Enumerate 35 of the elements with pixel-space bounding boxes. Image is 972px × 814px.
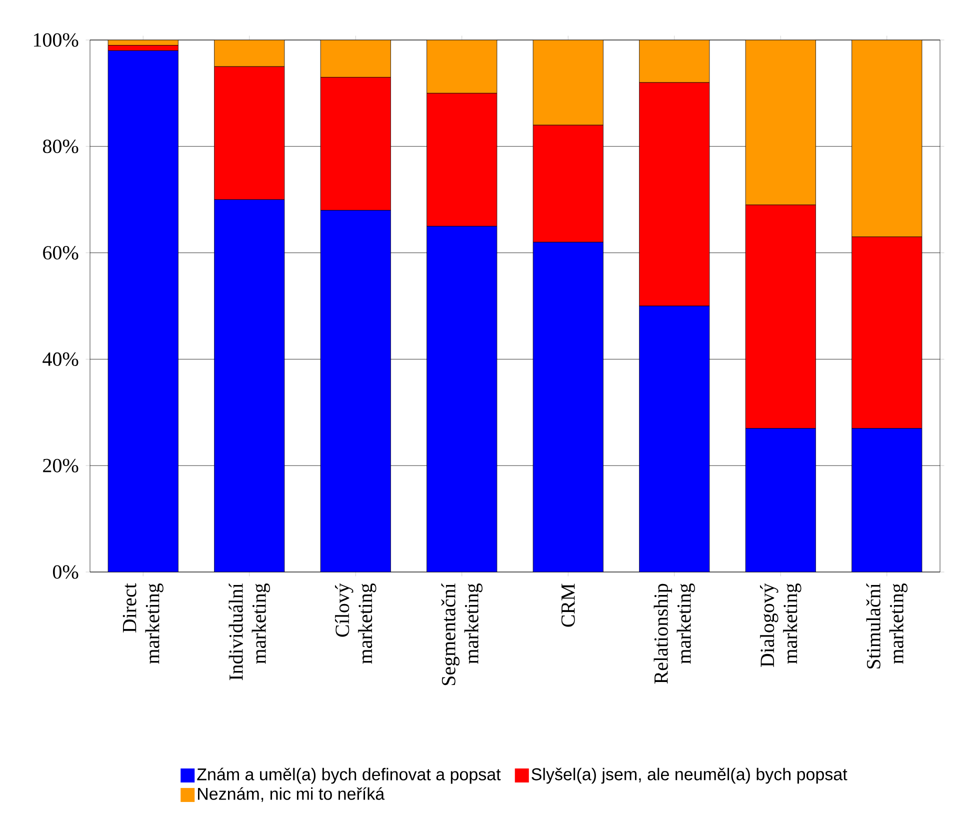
bar: [745, 40, 816, 206]
legend-label: Slyšel(a) jsem, ale neuměl(a) bych popsat: [532, 768, 848, 784]
legend-label: Neznám, nic mi to neříká: [198, 787, 385, 802]
bar: [214, 40, 285, 67]
x-tick-label: Stimulační marketing: [866, 583, 908, 668]
bar: [852, 428, 922, 572]
bar: [108, 50, 178, 572]
x-tick-label: Dialogový marketing: [760, 583, 802, 667]
bar: [639, 40, 710, 83]
x-tick-label: Relationship marketing: [654, 583, 695, 684]
bar: [532, 242, 604, 572]
bar: [852, 40, 922, 238]
x-tick-label: Direct marketing: [122, 583, 164, 664]
bar: [214, 199, 285, 572]
x-tick-label: Individuální marketing: [228, 583, 270, 680]
bar: [320, 210, 391, 572]
y-tick-label: 40%: [42, 352, 78, 366]
bar: [426, 226, 498, 572]
bar: [320, 40, 391, 78]
bar: [639, 306, 710, 572]
bar: [320, 77, 391, 210]
bar: [426, 40, 498, 94]
y-tick-label: 80%: [42, 140, 78, 154]
x-tick-label: Segmentační marketing: [441, 583, 482, 686]
bar: [426, 92, 498, 226]
x-tick-label: Cílový marketing: [335, 583, 376, 664]
y-tick-label: 0%: [52, 565, 78, 579]
y-tick-label: 20%: [43, 458, 78, 472]
y-tick-label: 100%: [34, 33, 78, 47]
bar: [745, 428, 816, 572]
bar: [214, 66, 285, 200]
legend-label: Znám a uměl(a) bych definovat a popsat: [197, 768, 501, 784]
x-tick-label: CRM: [561, 584, 575, 627]
y-tick-label: 60%: [43, 246, 78, 260]
bar: [532, 40, 604, 126]
